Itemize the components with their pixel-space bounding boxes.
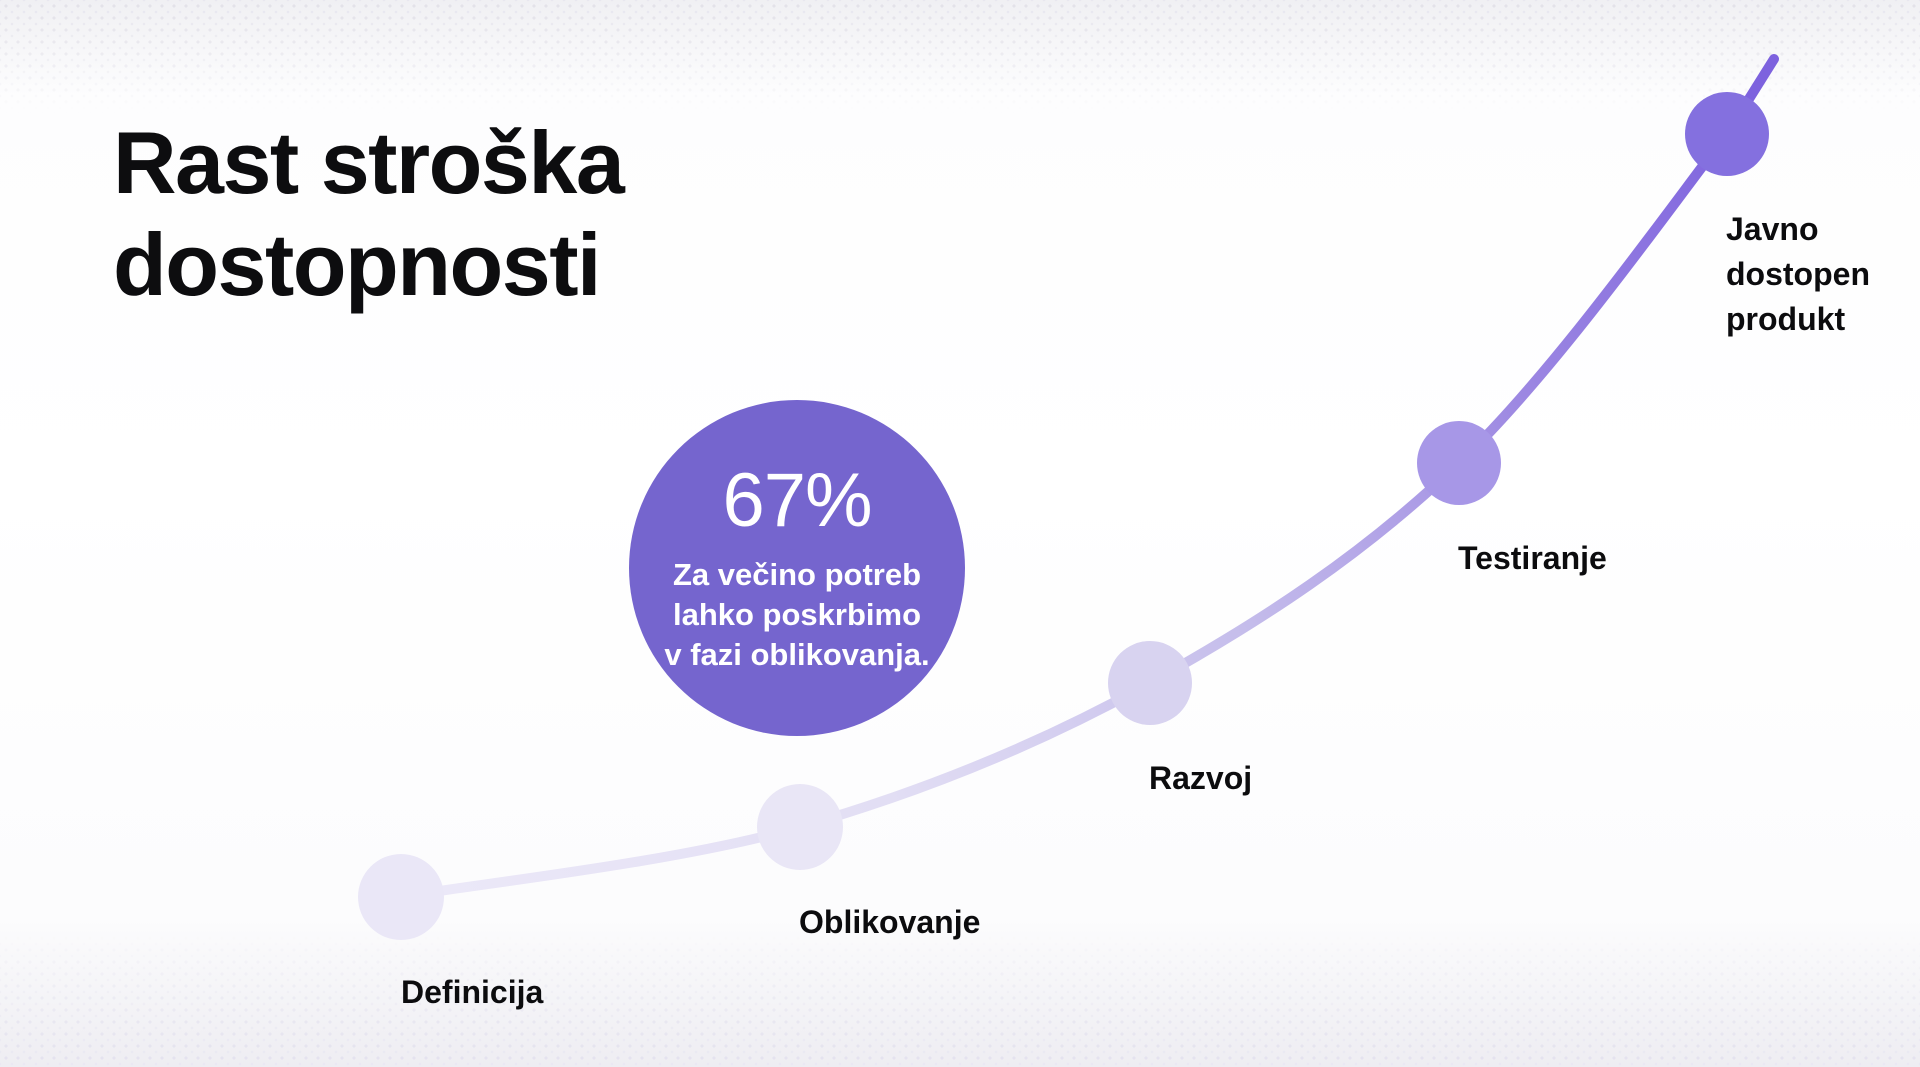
point-testiranje (1417, 421, 1501, 505)
stage-label-definicija: Definicija (401, 974, 544, 1010)
point-javno-dostopen-produkt (1685, 92, 1769, 176)
point-oblikovanje (757, 784, 843, 870)
annotation-percentage: 67% (722, 458, 872, 543)
stage-label-oblikovanje: Oblikovanje (799, 904, 981, 940)
stage-label-javno-dostopen-produkt: Javno dostopen produkt (1726, 211, 1870, 337)
point-razvoj (1108, 641, 1192, 725)
annotation-content: 67% Za večino potreb lahko poskrbimo v f… (629, 400, 965, 736)
point-definicija (358, 854, 444, 940)
stage-label-razvoj: Razvoj (1149, 760, 1253, 796)
page-title: Rast stroška dostopnosti (113, 113, 625, 314)
cost-curve-line (396, 54, 1779, 902)
annotation-circle (629, 400, 965, 736)
stage-label-testiranje: Testiranje (1458, 540, 1607, 576)
annotation-caption: Za večino potreb lahko poskrbimo v fazi … (664, 557, 930, 672)
